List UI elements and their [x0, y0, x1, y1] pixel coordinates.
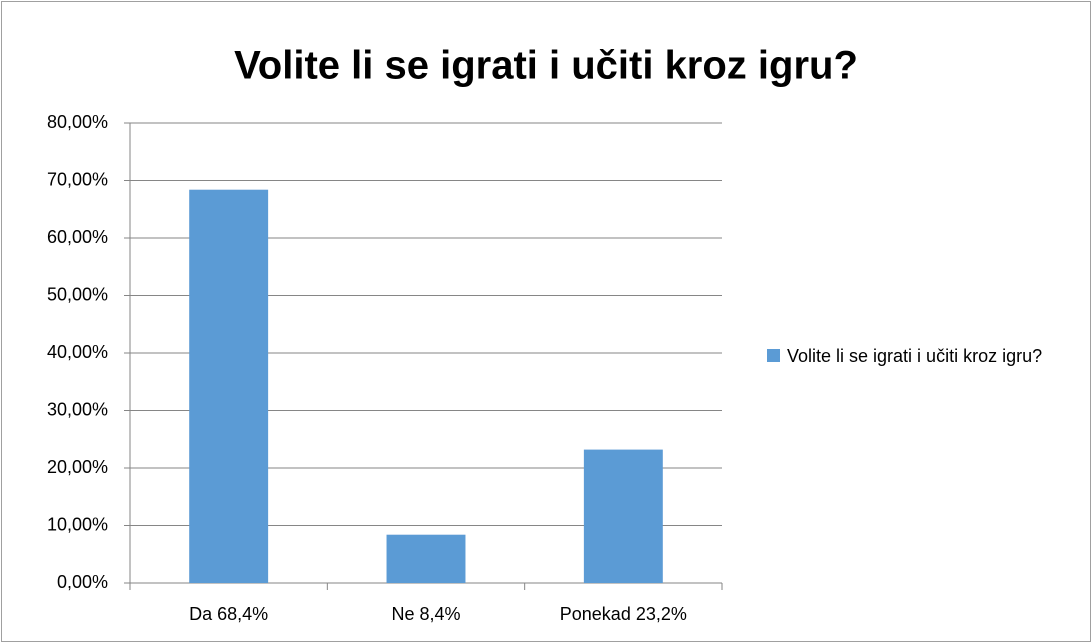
x-tick-label: Da 68,4%: [189, 604, 268, 624]
y-tick-label: 50,00%: [47, 284, 108, 304]
chart-title: Volite li se igrati i učiti kroz igru?: [234, 44, 858, 88]
y-tick-label: 60,00%: [47, 227, 108, 247]
y-tick-label: 20,00%: [47, 457, 108, 477]
y-tick-label: 30,00%: [47, 399, 108, 419]
x-tick-label: Ponekad 23,2%: [560, 604, 687, 624]
y-tick-label: 10,00%: [47, 514, 108, 534]
y-tick-label: 40,00%: [47, 342, 108, 362]
bar: [583, 449, 663, 583]
x-tick-label: Ne 8,4%: [391, 604, 460, 624]
bar: [386, 534, 466, 583]
y-tick-label: 70,00%: [47, 169, 108, 189]
y-tick-label: 0,00%: [57, 572, 108, 592]
legend-swatch: [767, 349, 780, 362]
y-tick-label: 80,00%: [47, 112, 108, 132]
legend-label: Volite li se igrati i učiti kroz igru?: [787, 346, 1043, 366]
bar: [189, 189, 269, 583]
